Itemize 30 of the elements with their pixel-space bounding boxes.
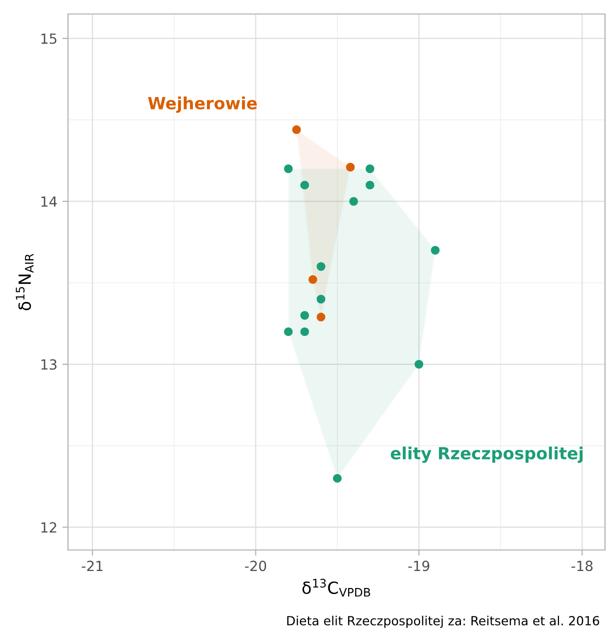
point (300, 311, 310, 320)
point (346, 162, 355, 172)
point (316, 294, 326, 304)
y-tick-label: 15 (41, 34, 56, 44)
x-axis-title: δ$^{13}$C$_{VPDB}$ (302, 578, 370, 597)
point (316, 262, 326, 271)
point (308, 275, 318, 284)
point (349, 196, 358, 206)
point (300, 327, 310, 336)
x-tick-label: -18 (571, 560, 593, 572)
point (284, 164, 293, 174)
point (332, 474, 342, 483)
point (284, 327, 293, 336)
x-tick-label: -21 (82, 560, 103, 571)
point (414, 360, 424, 369)
y-tick-label: 13 (41, 359, 56, 370)
point (366, 164, 374, 174)
x-tick-label: -19 (408, 560, 430, 572)
text: elity Rzeczpospolitej (390, 446, 583, 463)
y-tick-label: 14 (41, 196, 57, 207)
point (366, 180, 374, 190)
point (316, 312, 326, 322)
point (300, 180, 310, 190)
point (292, 125, 301, 134)
text: Dieta elit Rzeczpospolitej za: Reitsema et al. 2016 (287, 616, 600, 628)
text: Wejherowie (148, 96, 257, 113)
x-tick-label: -20 (245, 560, 266, 572)
point (430, 246, 440, 255)
y-tick-label: 12 (41, 522, 56, 532)
y-axis-title: δ$^{15}$N$_{AIR}$ (16, 254, 34, 310)
